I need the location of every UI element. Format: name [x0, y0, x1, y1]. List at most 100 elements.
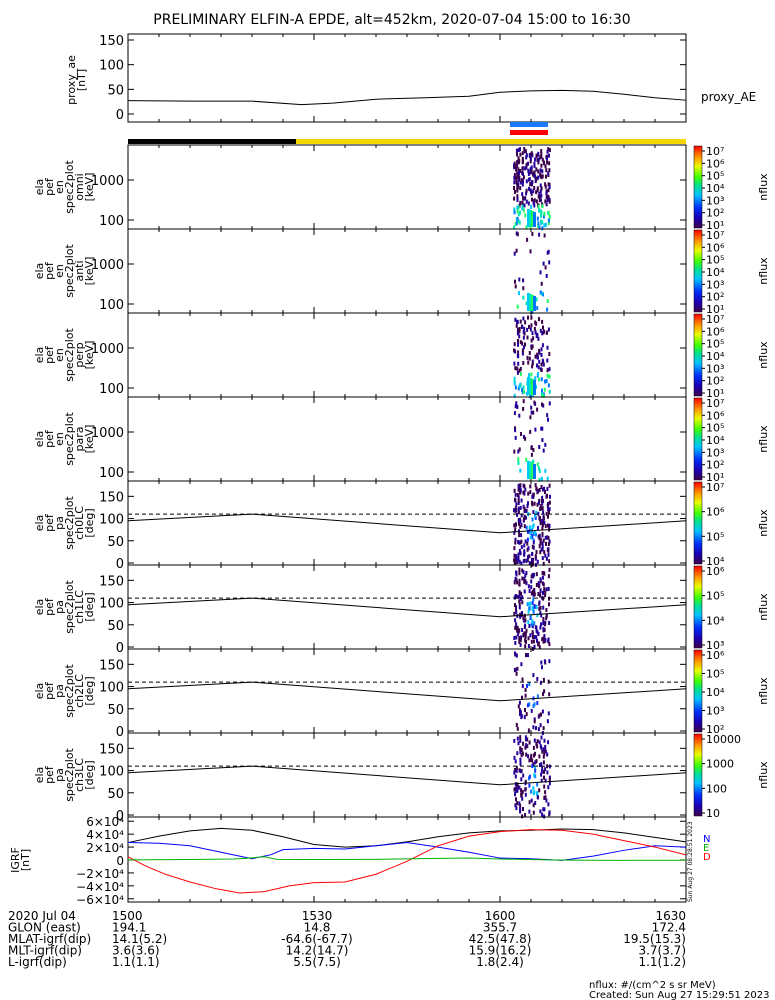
- flux-pixel: [544, 553, 547, 558]
- colorbar-tick-label: 1000: [706, 758, 734, 771]
- flux-pixel: [540, 186, 543, 191]
- flux-pixel: [526, 504, 529, 508]
- flux-pixel: [515, 560, 518, 565]
- flux-pixel: [528, 783, 531, 788]
- flux-pixel: [514, 189, 516, 194]
- flux-pixel: [521, 387, 523, 392]
- ephemeris-value: -64.6(-67.7): [281, 932, 352, 946]
- flux-pixel: [529, 429, 532, 434]
- flux-pixel: [521, 796, 524, 801]
- flux-pixel: [517, 350, 520, 355]
- flux-pixel: [516, 666, 519, 671]
- flux-pixel: [547, 327, 550, 332]
- flux-pixel: [541, 174, 544, 179]
- flux-pixel: [528, 356, 531, 361]
- ephemeris-value: 5.5(7.5): [293, 955, 341, 969]
- flux-pixel: [519, 638, 522, 643]
- colorbar-tick-label: 10⁵: [706, 254, 724, 267]
- flux-pixel: [524, 213, 527, 218]
- flux-pixel: [540, 778, 543, 783]
- flux-pixel: [523, 613, 526, 618]
- flux-pixel: [533, 186, 536, 190]
- flux-pixel: [524, 735, 527, 740]
- flux-pixel: [538, 740, 541, 745]
- colorbar-tick-label: 10¹: [706, 219, 724, 232]
- flux-pixel: [542, 571, 545, 576]
- flux-pixel: [532, 803, 535, 808]
- flux-pixel: [514, 651, 516, 656]
- flux-pixel: [523, 326, 526, 331]
- ephemeris-value: 14.1(5.2): [112, 932, 167, 946]
- flux-pixel: [513, 361, 516, 366]
- y-tick-label: 100: [99, 681, 124, 696]
- flux-pixel: [517, 552, 520, 557]
- flux-pixel: [542, 261, 545, 266]
- flux-pixel: [540, 163, 543, 168]
- flux-pixel: [538, 788, 541, 793]
- flux-pixel: [538, 606, 541, 611]
- flux-pixel: [542, 747, 545, 752]
- flux-pixel: [541, 547, 544, 552]
- colorbar-label: nflux: [757, 425, 770, 453]
- colorbar-tick-label: 10³: [706, 278, 724, 291]
- flux-pixel: [525, 752, 528, 757]
- igrf-line-red: [127, 829, 687, 894]
- flux-pixel: [518, 175, 521, 180]
- flux-pixel: [539, 610, 542, 615]
- colorbar: [693, 397, 703, 481]
- flux-pixel: [525, 301, 528, 306]
- panel-frame: [127, 144, 687, 230]
- flux-pixel: [530, 452, 533, 457]
- flux-pixel: [525, 653, 527, 658]
- y-axis-label: omni: [73, 173, 86, 200]
- flux-pixel: [522, 335, 525, 340]
- flux-pixel: [539, 328, 542, 333]
- flux-pixel: [536, 739, 539, 744]
- flux-pixel: [543, 796, 546, 800]
- flux-pixel: [535, 726, 537, 731]
- flux-pixel: [520, 533, 523, 538]
- flux-pixel: [528, 525, 531, 530]
- flux-pixel: [543, 751, 546, 756]
- flux-pixel: [525, 457, 528, 462]
- flux-pixel: [532, 172, 534, 177]
- flux-pixel: [514, 537, 517, 542]
- flux-core: [533, 296, 536, 311]
- flux-pixel: [547, 514, 549, 519]
- flux-pixel: [531, 364, 534, 369]
- flux-pixel: [517, 386, 520, 391]
- colorbar-tick-label: 10⁷: [706, 145, 724, 158]
- flux-pixel: [524, 693, 527, 698]
- colorbar-tick-label: 10³: [706, 639, 724, 652]
- flux-pixel: [522, 196, 525, 201]
- flux-pixel: [539, 550, 542, 555]
- y-axis-label: pa: [53, 600, 66, 614]
- flux-core: [527, 461, 530, 479]
- flux-pixel: [532, 609, 535, 614]
- flux-pixel: [545, 174, 547, 179]
- flux-pixel: [537, 223, 540, 228]
- flux-pixel: [516, 163, 519, 168]
- y-axis-label: [keV]: [83, 341, 96, 370]
- flux-pixel: [518, 801, 521, 806]
- flux-pixel: [517, 460, 520, 465]
- flux-pixel: [547, 417, 549, 422]
- flux-pixel: [547, 182, 550, 187]
- flux-pixel: [537, 641, 540, 646]
- flux-pixel: [527, 620, 530, 624]
- flux-pixel: [528, 554, 531, 559]
- flux-pixel: [546, 307, 549, 312]
- colorbar-tick-label: 10⁴: [706, 686, 725, 699]
- colorbar-tick-label: 10³: [706, 446, 724, 459]
- flux-pixel: [548, 148, 551, 153]
- colorbar-tick-label: 10⁴: [706, 266, 725, 279]
- flux-pixel: [536, 332, 539, 337]
- colorbar-tick-label: 10⁷: [706, 397, 724, 410]
- flux-pixel: [531, 605, 534, 610]
- flux-pixel: [547, 552, 550, 557]
- flux-pixel: [538, 348, 541, 353]
- flux-pixel: [533, 621, 536, 626]
- colorbar-tick-label: 10⁴: [706, 350, 725, 363]
- flux-pixel: [540, 210, 543, 215]
